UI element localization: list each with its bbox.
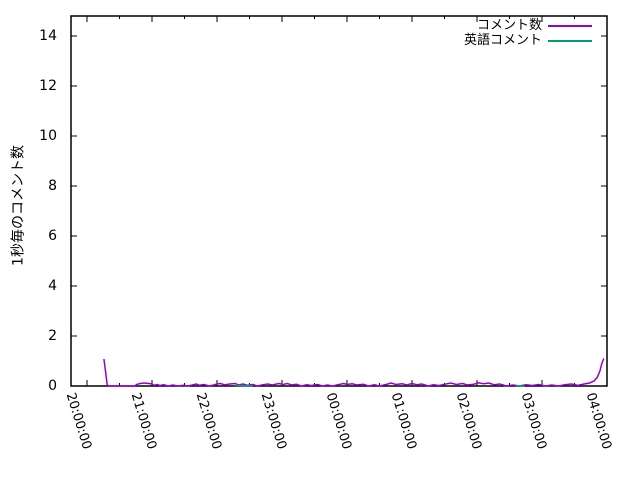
- data-line: [235, 384, 253, 387]
- y-tick-label: 6: [48, 228, 57, 244]
- y-tick-label: 2: [48, 328, 57, 344]
- legend-item-comments: コメント数: [0, 18, 592, 33]
- legend-label-comments: コメント数: [476, 18, 542, 33]
- y-tick-label: 0: [48, 378, 57, 394]
- y-tick-label: 12: [39, 78, 57, 94]
- y-tick-label: 8: [48, 178, 57, 194]
- data-line: [103, 358, 605, 387]
- y-tick-label: 14: [39, 28, 57, 44]
- legend-item-english: 英語コメント: [0, 33, 592, 48]
- data-line: [515, 384, 525, 387]
- legend-line-sample-english: [548, 39, 592, 42]
- legend-label-english: 英語コメント: [463, 33, 542, 48]
- plot-border: [70, 15, 608, 387]
- legend-line-sample-comments: [548, 24, 592, 27]
- y-tick-label: 10: [39, 128, 57, 144]
- legend: コメント数 英語コメント: [0, 18, 592, 48]
- y-axis-title: 1秒毎のコメント数: [10, 145, 27, 266]
- y-tick-label: 4: [48, 278, 57, 294]
